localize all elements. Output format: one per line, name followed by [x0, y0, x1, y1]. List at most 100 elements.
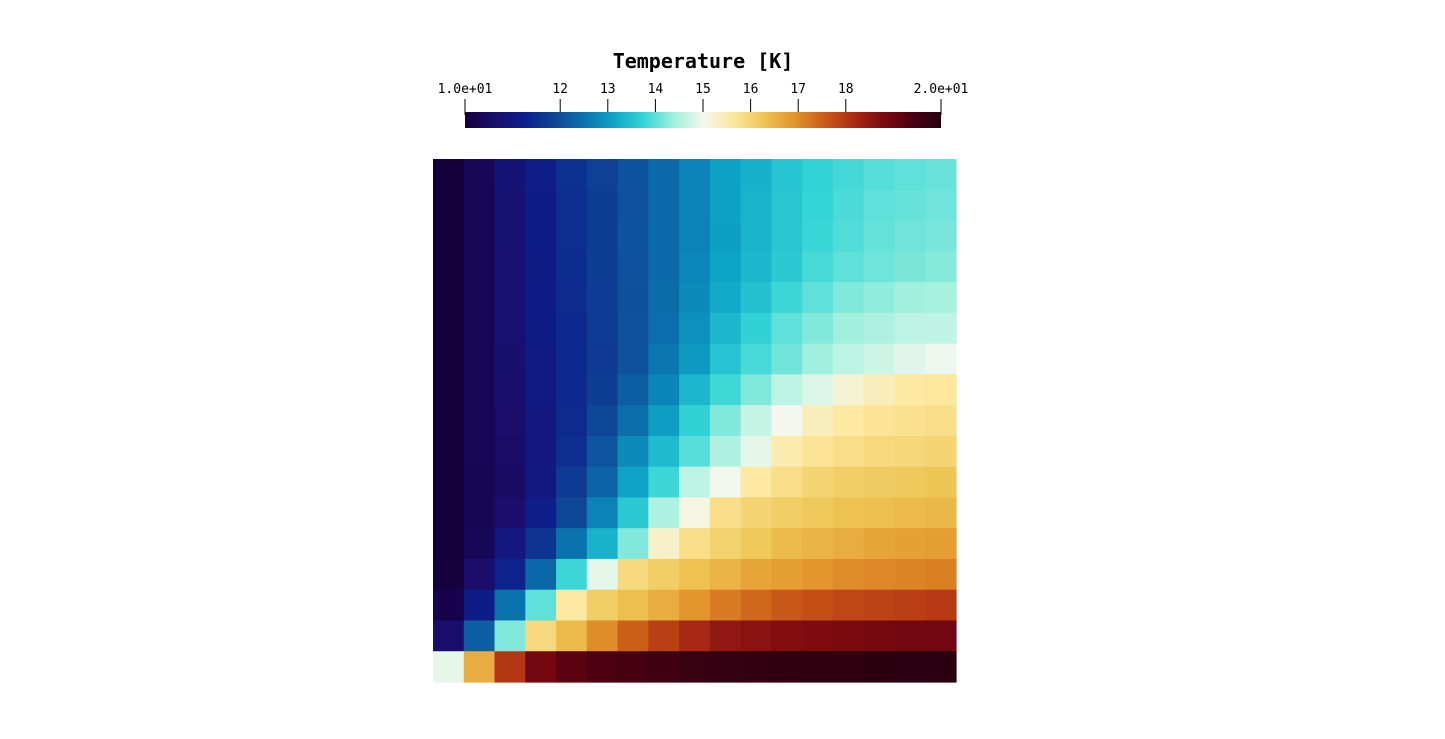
- heatmap-cell: [525, 435, 557, 468]
- heatmap-cell: [771, 312, 803, 345]
- heatmap-cell: [832, 497, 865, 529]
- heatmap-cell: [802, 620, 834, 652]
- heatmap-cell: [771, 220, 803, 252]
- heatmap-cell: [525, 374, 557, 406]
- heatmap-cell: [433, 405, 465, 437]
- heatmap-cell: [463, 159, 496, 191]
- heatmap-cell: [863, 251, 896, 283]
- heatmap-cell: [586, 312, 619, 345]
- heatmap-cell: [925, 497, 957, 529]
- heatmap-cell: [709, 558, 742, 591]
- heatmap-cell: [525, 405, 557, 437]
- heatmap-cell: [832, 251, 865, 283]
- heatmap-cell: [709, 466, 742, 499]
- heatmap-cell: [648, 282, 680, 314]
- heatmap-cell: [894, 251, 926, 283]
- heatmap-cell: [648, 312, 680, 345]
- heatmap-cell: [709, 405, 742, 437]
- heatmap-cell: [802, 466, 834, 499]
- heatmap-cell: [771, 159, 803, 191]
- heatmap-cell: [740, 405, 773, 437]
- heatmap-cell: [679, 159, 711, 191]
- heatmap-cell: [925, 220, 957, 252]
- heatmap-cell: [556, 466, 588, 499]
- heatmap-cell: [771, 435, 803, 468]
- heatmap-cell: [433, 497, 465, 529]
- heatmap-cell: [709, 282, 742, 314]
- heatmap-cell: [679, 374, 711, 406]
- heatmap-cell: [463, 220, 496, 252]
- heatmap-cell: [556, 497, 588, 529]
- heatmap-cell: [709, 251, 742, 283]
- heatmap-cell: [617, 312, 649, 345]
- heatmap-cell: [709, 343, 742, 375]
- heatmap-cell: [679, 220, 711, 252]
- heatmap-cell: [832, 312, 865, 345]
- heatmap-cell: [556, 620, 588, 652]
- heatmap-cell: [863, 558, 896, 591]
- heatmap-cell: [863, 220, 896, 252]
- colorbar-tick-label: 14: [648, 82, 664, 97]
- colorbar-tick-label: 16: [743, 82, 759, 97]
- heatmap-cell: [925, 435, 957, 468]
- heatmap-cell: [802, 528, 834, 560]
- heatmap-cell: [802, 374, 834, 406]
- heatmap-cell: [679, 251, 711, 283]
- heatmap-cell: [832, 528, 865, 560]
- heatmap-cell: [709, 651, 742, 683]
- heatmap-cell: [463, 466, 496, 499]
- heatmap-cell: [925, 282, 957, 314]
- heatmap-cell: [863, 312, 896, 345]
- heatmap-cell: [802, 220, 834, 252]
- heatmap-cell: [771, 189, 803, 222]
- heatmap-cell: [802, 189, 834, 222]
- heatmap-cell: [617, 405, 649, 437]
- heatmap-cell: [556, 405, 588, 437]
- heatmap-cell: [586, 405, 619, 437]
- heatmap-cell: [617, 620, 649, 652]
- heatmap-cell: [832, 159, 865, 191]
- heatmap-cell: [925, 189, 957, 222]
- heatmap-cell: [433, 312, 465, 345]
- heatmap-cell: [925, 251, 957, 283]
- heatmap-cell: [863, 466, 896, 499]
- heatmap-cell: [433, 435, 465, 468]
- heatmap-cell: [771, 589, 803, 622]
- heatmap-cell: [525, 558, 557, 591]
- heatmap-cell: [525, 589, 557, 622]
- heatmap-cell: [433, 620, 465, 652]
- heatmap-cell: [709, 159, 742, 191]
- heatmap-cell: [863, 497, 896, 529]
- heatmap-cell: [679, 466, 711, 499]
- heatmap-cell: [494, 466, 526, 499]
- heatmap-cell: [433, 466, 465, 499]
- heatmap-cell: [463, 282, 496, 314]
- heatmap-cell: [648, 589, 680, 622]
- heatmap-cell: [586, 620, 619, 652]
- heatmap-cell: [433, 251, 465, 283]
- heatmap-cell: [771, 405, 803, 437]
- heatmap-cell: [617, 189, 649, 222]
- heatmap-cell: [586, 435, 619, 468]
- heatmap-cell: [740, 189, 773, 222]
- heatmap-cell: [556, 189, 588, 222]
- heatmap-cell: [556, 251, 588, 283]
- heatmap-cell: [556, 528, 588, 560]
- heatmap-cell: [771, 466, 803, 499]
- heatmap-cell: [463, 189, 496, 222]
- heatmap-cell: [586, 589, 619, 622]
- heatmap-cell: [925, 405, 957, 437]
- heatmap-cell: [586, 159, 619, 191]
- heatmap-cell: [740, 251, 773, 283]
- heatmap-cell: [525, 466, 557, 499]
- heatmap-cell: [525, 159, 557, 191]
- heatmap-cell: [494, 312, 526, 345]
- heatmap-cell: [586, 497, 619, 529]
- heatmap-cell: [648, 343, 680, 375]
- heatmap-cell: [832, 466, 865, 499]
- heatmap-cell: [894, 220, 926, 252]
- heatmap-cell: [648, 435, 680, 468]
- heatmap-cell: [525, 620, 557, 652]
- heatmap-cell: [617, 220, 649, 252]
- heatmap-cell: [925, 528, 957, 560]
